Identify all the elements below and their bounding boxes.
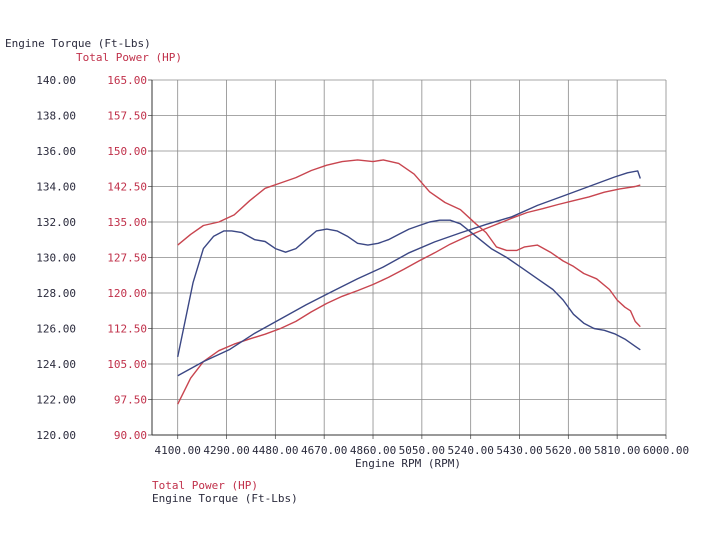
x-tick-label: 5050.00	[399, 444, 445, 457]
y-left-tick-label: 130.00	[36, 252, 76, 265]
y-right-tick-label: 112.50	[107, 323, 147, 336]
x-tick-label: 4290.00	[203, 444, 249, 457]
series-line-engine-torque-ft-lbs-2	[177, 219, 641, 358]
x-tick-label: 5810.00	[594, 444, 640, 457]
y-right-tick-label: 90.00	[114, 429, 147, 442]
y-right-tick-label: 150.00	[107, 145, 147, 158]
y-right-tick-label: 120.00	[107, 287, 147, 300]
y-left-tick-label: 140.00	[36, 74, 76, 87]
x-tick-label: 4100.00	[155, 444, 201, 457]
y-right-tick-label: 135.00	[107, 216, 147, 229]
x-tick-label: 4860.00	[350, 444, 396, 457]
x-tick-label: 5240.00	[448, 444, 494, 457]
x-tick-label: 4670.00	[301, 444, 347, 457]
x-tick-label: 4480.00	[252, 444, 298, 457]
x-tick-label: 6000.00	[643, 444, 689, 457]
legend-torque: Engine Torque (Ft-Lbs)	[152, 492, 298, 505]
x-tick-label: 5430.00	[496, 444, 542, 457]
y-left-tick-label: 134.00	[36, 181, 76, 194]
y-right-tick-label: 157.50	[107, 110, 147, 123]
y-right-tick-label: 142.50	[107, 181, 147, 194]
y-left-tick-label: 128.00	[36, 287, 76, 300]
x-axis-title: Engine RPM (RPM)	[355, 457, 461, 470]
y-right-tick-label: 105.00	[107, 358, 147, 371]
y-right-tick-label: 97.50	[114, 394, 147, 407]
x-tick-label: 5620.00	[545, 444, 591, 457]
y-left-tick-label: 120.00	[36, 429, 76, 442]
left-axis-title: Engine Torque (Ft-Lbs)	[5, 37, 151, 50]
y-right-tick-label: 127.50	[107, 252, 147, 265]
series-line-total-power-hp-3	[177, 170, 641, 377]
y-left-tick-label: 122.00	[36, 394, 76, 407]
series-line-total-power-hp-1	[177, 184, 641, 405]
y-right-tick-label: 165.00	[107, 74, 147, 87]
y-left-tick-label: 124.00	[36, 358, 76, 371]
legend-power: Total Power (HP)	[152, 479, 258, 492]
y-left-tick-label: 126.00	[36, 323, 76, 336]
right-axis-title: Total Power (HP)	[76, 51, 182, 64]
y-left-tick-label: 136.00	[36, 145, 76, 158]
y-left-tick-label: 132.00	[36, 216, 76, 229]
y-left-tick-label: 138.00	[36, 110, 76, 123]
series-line-engine-torque-ft-lbs-0	[177, 159, 641, 328]
